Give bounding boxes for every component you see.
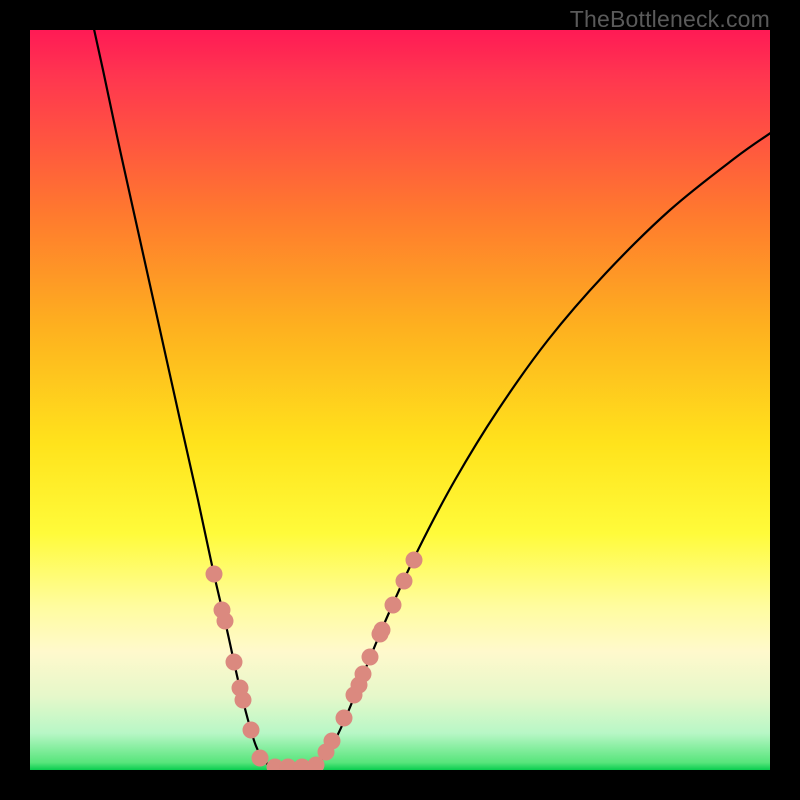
- curve-marker: [385, 597, 402, 614]
- curve-marker: [243, 722, 260, 739]
- curve-marker: [396, 573, 413, 590]
- curve-marker: [355, 666, 372, 683]
- watermark-text: TheBottleneck.com: [570, 6, 770, 33]
- curve-marker: [226, 654, 243, 671]
- curve-marker: [206, 566, 223, 583]
- curve-marker: [362, 649, 379, 666]
- plot-area: [30, 30, 770, 770]
- curve-marker: [252, 750, 269, 767]
- curve-marker: [235, 692, 252, 709]
- curve-markers: [206, 552, 423, 771]
- bottleneck-curve: [92, 30, 770, 768]
- curve-marker: [374, 622, 391, 639]
- bottleneck-curve-svg: [30, 30, 770, 770]
- curve-marker: [336, 710, 353, 727]
- curve-marker: [324, 733, 341, 750]
- curve-marker: [406, 552, 423, 569]
- curve-marker: [217, 613, 234, 630]
